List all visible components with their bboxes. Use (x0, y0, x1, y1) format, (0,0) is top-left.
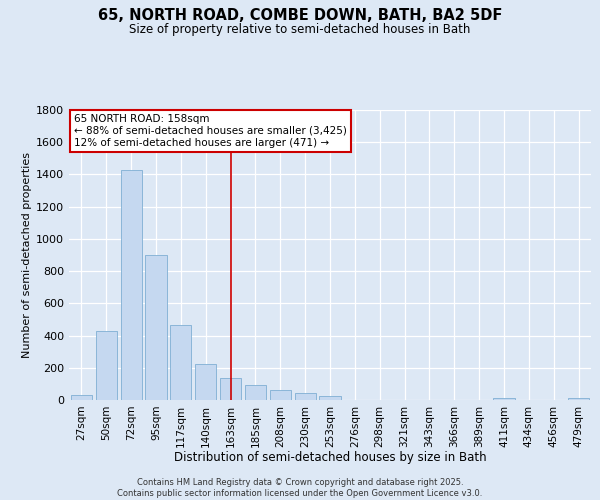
Bar (195, 364, 216, 400)
Text: 65, NORTH ROAD, COMBE DOWN, BATH, BA2 5DF: 65, NORTH ROAD, COMBE DOWN, BATH, BA2 5D… (98, 8, 502, 22)
Bar (71, 395, 92, 400)
Text: 65 NORTH ROAD: 158sqm
← 88% of semi-detached houses are smaller (3,425)
12% of s: 65 NORTH ROAD: 158sqm ← 88% of semi-deta… (74, 114, 347, 148)
Bar (96, 330, 117, 400)
Y-axis label: Number of semi-detached properties: Number of semi-detached properties (22, 152, 32, 358)
Bar (145, 255, 167, 400)
Bar (493, 398, 515, 400)
Text: Size of property relative to semi-detached houses in Bath: Size of property relative to semi-detach… (130, 22, 470, 36)
Bar (245, 384, 266, 400)
Bar (121, 170, 142, 400)
Bar (170, 325, 191, 400)
Bar (220, 378, 241, 400)
Bar (319, 396, 341, 400)
Bar (270, 390, 291, 400)
Text: Contains HM Land Registry data © Crown copyright and database right 2025.
Contai: Contains HM Land Registry data © Crown c… (118, 478, 482, 498)
Bar (568, 398, 589, 400)
Bar (295, 393, 316, 400)
X-axis label: Distribution of semi-detached houses by size in Bath: Distribution of semi-detached houses by … (173, 451, 487, 464)
